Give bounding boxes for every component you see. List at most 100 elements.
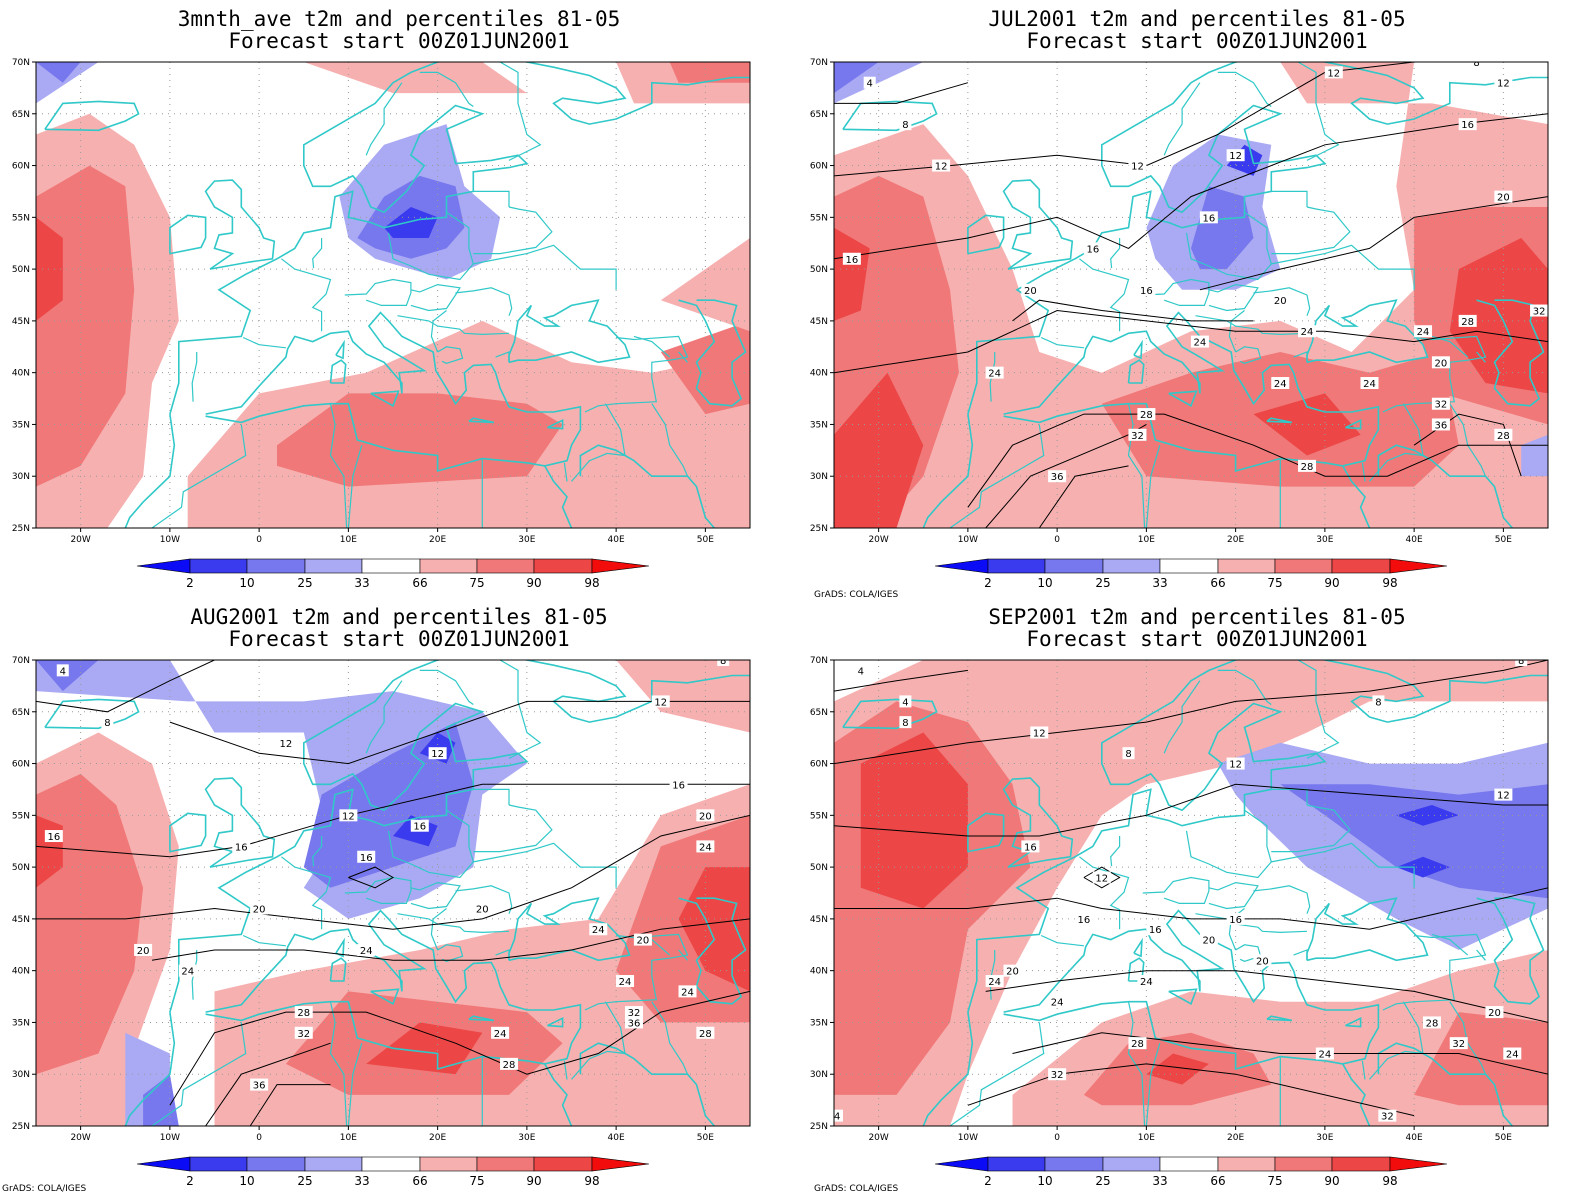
legend-swatch bbox=[419, 558, 478, 574]
legend-label: 75 bbox=[469, 1174, 484, 1188]
contour-label-bg bbox=[899, 118, 912, 131]
country-border bbox=[1297, 660, 1340, 759]
contour-label: 16 bbox=[47, 832, 60, 843]
country-border bbox=[191, 352, 198, 402]
contour-label: 24 bbox=[681, 987, 694, 998]
x-tick-label: 20E bbox=[1227, 1133, 1244, 1143]
legend-swatch bbox=[246, 1156, 306, 1172]
legend-label: 75 bbox=[1267, 576, 1282, 590]
contour-label-bg bbox=[357, 943, 376, 956]
contour-label-bg bbox=[1494, 190, 1513, 203]
y-tick-label: 65N bbox=[810, 110, 828, 120]
temperature-contour bbox=[834, 113, 1548, 260]
map-frame bbox=[35, 61, 751, 529]
legend-label: 25 bbox=[297, 1174, 312, 1188]
x-tick-label: 40E bbox=[608, 1133, 625, 1143]
contour-label: 32 bbox=[1051, 1070, 1064, 1081]
country-border bbox=[387, 809, 474, 879]
contour-label: 32 bbox=[1533, 307, 1546, 318]
contour-label-bg bbox=[1431, 418, 1450, 431]
contour-label-bg bbox=[651, 695, 670, 708]
contour-label-bg bbox=[1449, 1037, 1468, 1050]
contour-label: 8 bbox=[1518, 656, 1524, 667]
y-tick-label: 50N bbox=[12, 265, 30, 275]
contour-label-bg bbox=[1092, 871, 1111, 884]
contour-label: 16 bbox=[1202, 213, 1215, 224]
country-border bbox=[1142, 278, 1210, 306]
x-tick-label: 10W bbox=[160, 535, 180, 545]
legend-swatch bbox=[1102, 1156, 1161, 1172]
legend-colorbar: 2 10 25 33 66 75 90 98 bbox=[934, 558, 1448, 590]
contour-label: 32 bbox=[628, 1008, 641, 1019]
country-border bbox=[281, 258, 332, 332]
coastline bbox=[329, 359, 347, 384]
contour-label-bg bbox=[294, 1026, 313, 1039]
x-tick-label: 10E bbox=[340, 535, 357, 545]
map-panel-3: AUG2001 t2m and percentiles 81-05 Foreca… bbox=[0, 598, 798, 1196]
contour-label-bg bbox=[1530, 304, 1548, 317]
map-title: JUL2001 t2m and percentiles 81-05 bbox=[988, 7, 1406, 31]
legend-colorbar: 2 10 25 33 66 75 90 98 bbox=[136, 1156, 650, 1188]
percentile-region bbox=[834, 660, 1548, 1126]
contour-label-bg bbox=[854, 664, 867, 677]
contour-label-bg bbox=[250, 1078, 269, 1091]
contour-label: 28 bbox=[1301, 462, 1314, 473]
country-border bbox=[1217, 71, 1272, 107]
coastline bbox=[335, 339, 345, 360]
country-border bbox=[312, 836, 323, 867]
temperature-contour bbox=[249, 1084, 331, 1126]
legend-swatch bbox=[1159, 1156, 1219, 1172]
coastline bbox=[169, 812, 207, 853]
contour-label-bg bbox=[101, 716, 114, 729]
y-tick-label: 25N bbox=[810, 524, 828, 534]
contour-label-bg bbox=[232, 840, 251, 853]
contour-label: 16 bbox=[845, 255, 858, 266]
x-tick-label: 50E bbox=[697, 535, 714, 545]
contour-label: 16 bbox=[1024, 842, 1037, 853]
coastline bbox=[1377, 1042, 1513, 1126]
contour-label-bg bbox=[1414, 325, 1433, 338]
percentile-region bbox=[1146, 1053, 1209, 1085]
contour-label: 20 bbox=[1006, 967, 1019, 978]
y-tick-label: 45N bbox=[12, 317, 30, 327]
percentile-region bbox=[1280, 784, 1548, 899]
country-border bbox=[1127, 403, 1146, 528]
contour-label-bg bbox=[1458, 118, 1477, 131]
contour-label-bg bbox=[1048, 1068, 1067, 1081]
percentile-region bbox=[1449, 238, 1548, 394]
country-border bbox=[1185, 809, 1272, 879]
contour-label-bg bbox=[276, 736, 295, 749]
coastline bbox=[1342, 1063, 1371, 1126]
contour-label-bg bbox=[1083, 242, 1102, 255]
coastline bbox=[335, 937, 345, 958]
legend-label: 2 bbox=[186, 1174, 194, 1188]
temperature-contour bbox=[1199, 196, 1548, 291]
contour-label: 24 bbox=[1301, 327, 1314, 338]
contour-label-bg bbox=[473, 902, 492, 915]
contour-label: 20 bbox=[1435, 358, 1448, 369]
country-border bbox=[1361, 462, 1366, 482]
legend-arrow-left bbox=[136, 1156, 191, 1172]
y-tick-label: 60N bbox=[810, 760, 828, 770]
legend-label: 66 bbox=[1210, 1174, 1225, 1188]
map-title: AUG2001 t2m and percentiles 81-05 bbox=[190, 605, 608, 629]
contour-label: 20 bbox=[1024, 286, 1037, 297]
x-tick-label: 20W bbox=[868, 1133, 888, 1143]
x-tick-label: 0 bbox=[256, 535, 262, 545]
coastline bbox=[1476, 897, 1545, 1005]
country-border bbox=[397, 913, 510, 934]
coastline bbox=[329, 957, 347, 982]
contour-label: 8 bbox=[902, 718, 908, 729]
contour-label: 16 bbox=[235, 842, 248, 853]
legend-swatch bbox=[1274, 1156, 1333, 1172]
coastline bbox=[370, 390, 400, 407]
percentile-region bbox=[834, 372, 924, 528]
legend-arrow-right bbox=[1389, 558, 1448, 574]
contour-label: 16 bbox=[413, 822, 426, 833]
contour-label-bg bbox=[624, 1016, 643, 1029]
contour-label-bg bbox=[1470, 62, 1483, 68]
temperature-contour bbox=[205, 1042, 331, 1126]
country-border bbox=[365, 82, 403, 156]
coastline bbox=[468, 417, 495, 424]
